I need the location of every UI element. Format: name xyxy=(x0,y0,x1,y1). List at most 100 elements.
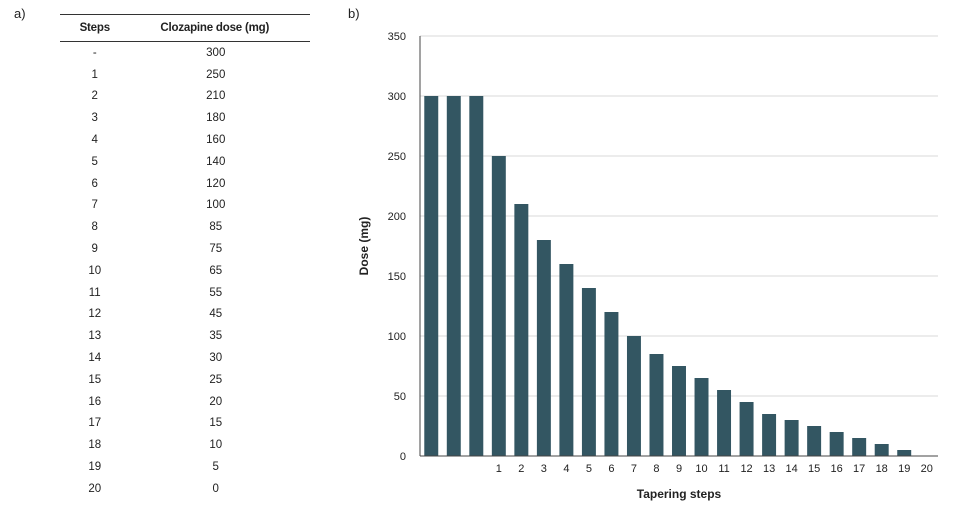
bar xyxy=(536,240,551,456)
step-cell: 1 xyxy=(91,68,98,81)
step-cell: 7 xyxy=(91,199,98,212)
dose-cell: 85 xyxy=(209,221,223,234)
grid-lines xyxy=(420,35,938,457)
bar xyxy=(491,156,506,456)
table-row: 10 65 xyxy=(60,260,310,282)
dose-cell: 35 xyxy=(209,330,223,343)
x-tick-label: 1 xyxy=(496,463,502,475)
x-tick-label: 9 xyxy=(676,463,682,475)
bar xyxy=(807,426,822,456)
dose-cell: 25 xyxy=(209,373,223,386)
x-tick-label: 10 xyxy=(695,463,707,475)
y-tick-label: 0 xyxy=(400,451,406,463)
x-tick-label: 6 xyxy=(608,463,614,475)
y-axis-title: Dose (mg) xyxy=(357,217,371,276)
step-cell: - xyxy=(92,46,97,59)
table-row: 17 15 xyxy=(60,413,310,435)
step-cell: 4 xyxy=(91,134,98,147)
dose-cell: 140 xyxy=(206,155,226,168)
x-tick-label: 17 xyxy=(853,463,865,475)
table-body: -300 1 250 2 210 3 180 4 160 5 140 6 120 7 100 8 85 9 75 10… xyxy=(60,42,310,500)
x-tick-label: 20 xyxy=(921,463,933,475)
bar xyxy=(897,450,912,456)
x-tick-label: 3 xyxy=(541,463,547,475)
bar xyxy=(829,432,844,456)
bar xyxy=(469,96,484,456)
table-row: 12 45 xyxy=(60,304,310,326)
step-cell: 11 xyxy=(88,286,101,299)
x-tick-label: 5 xyxy=(586,463,592,475)
table-row: 18 10 xyxy=(60,434,310,456)
dose-cell: 300 xyxy=(206,46,226,59)
dose-cell: 210 xyxy=(206,90,226,103)
x-tick-label: 4 xyxy=(563,463,569,475)
y-tick-label: 350 xyxy=(388,31,406,43)
steps-column-header: Steps xyxy=(60,14,130,42)
step-cell: 17 xyxy=(88,417,102,430)
step-cell: 20 xyxy=(88,482,102,495)
x-tick-label: 7 xyxy=(631,463,637,475)
dose-cell: 15 xyxy=(209,417,223,430)
bar xyxy=(424,96,439,456)
x-tick-labels: 1 2 3 4 5 6 7 8 9 10 11 12 13 14 15 16 17 18 19 20 xyxy=(496,463,933,475)
table-row: 16 20 xyxy=(60,391,310,413)
x-tick-label: 15 xyxy=(808,463,820,475)
step-cell: 14 xyxy=(88,352,102,365)
x-tick-label: 11 xyxy=(718,463,729,475)
x-tick-label: 18 xyxy=(876,463,888,475)
dose-cell: 5 xyxy=(212,461,219,474)
x-tick-label: 14 xyxy=(785,463,797,475)
x-tick-label: 8 xyxy=(653,463,659,475)
step-cell: 10 xyxy=(88,264,102,277)
step-cell: 12 xyxy=(88,308,102,321)
x-axis-title: Tapering steps xyxy=(637,487,722,501)
dose-cell: 65 xyxy=(209,264,223,277)
dose-table: Steps Clozapine dose (mg) -300 1 250 2 210 3 1… xyxy=(60,14,310,500)
y-tick-labels: 0 50 100 150 200 250 300 350 xyxy=(388,31,406,463)
bar xyxy=(672,366,686,456)
table-row: 20 0 xyxy=(60,478,310,500)
step-cell: 15 xyxy=(88,373,102,386)
bar xyxy=(784,420,799,456)
dose-cell: 10 xyxy=(209,439,223,452)
x-tick-label: 13 xyxy=(763,463,775,475)
bar xyxy=(852,438,867,456)
step-cell: 2 xyxy=(91,90,98,103)
dose-cell: 0 xyxy=(212,482,219,495)
table-header-row: Steps Clozapine dose (mg) xyxy=(60,14,310,42)
bar xyxy=(604,312,619,456)
table-row: 8 85 xyxy=(60,216,310,238)
panel-label-a: a) xyxy=(14,6,26,21)
dose-cell: 160 xyxy=(206,134,226,147)
dose-cell: 180 xyxy=(206,112,226,125)
x-tick-label: 12 xyxy=(740,463,752,475)
bar xyxy=(649,354,664,456)
bar xyxy=(581,288,596,456)
dose-cell: 75 xyxy=(209,243,223,256)
table-row: 1 250 xyxy=(60,64,310,86)
bar xyxy=(694,378,709,456)
x-tick-label: 2 xyxy=(518,463,524,475)
dose-column-header: Clozapine dose (mg) xyxy=(129,14,310,42)
step-cell: 6 xyxy=(91,177,98,190)
table-row: 11 55 xyxy=(60,282,310,304)
x-tick-label: 16 xyxy=(831,463,843,475)
table-row: 2 210 xyxy=(60,86,310,108)
y-tick-label: 250 xyxy=(388,151,406,163)
bar xyxy=(717,390,732,456)
bars xyxy=(424,96,912,456)
bar xyxy=(446,96,461,456)
table-row: 5 140 xyxy=(60,151,310,173)
bar xyxy=(626,336,641,456)
table-row: 13 35 xyxy=(60,325,310,347)
table-row: 15 25 xyxy=(60,369,310,391)
dose-cell: 250 xyxy=(206,68,226,81)
bar xyxy=(762,414,777,456)
table-row: 14 30 xyxy=(60,347,310,369)
bar xyxy=(874,444,889,456)
dose-cell: 120 xyxy=(206,177,226,190)
step-cell: 16 xyxy=(88,395,102,408)
dose-cell: 100 xyxy=(206,199,226,212)
bar xyxy=(514,204,529,456)
y-tick-label: 150 xyxy=(388,271,406,283)
